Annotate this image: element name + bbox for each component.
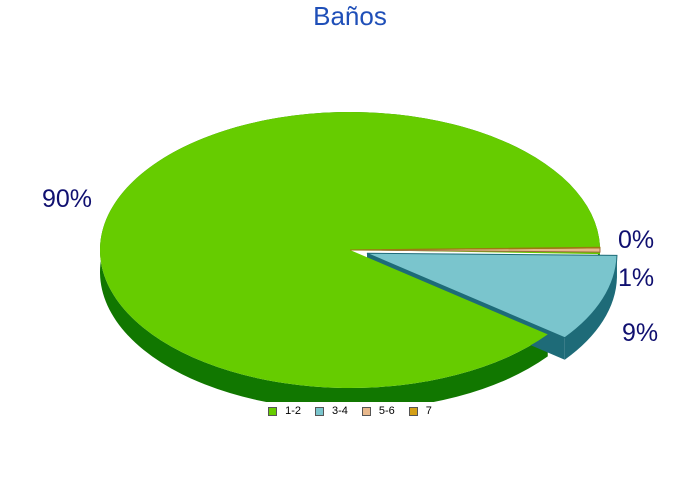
pie-slice-3-4 (366, 252, 618, 339)
legend-item-5-6: 5-6 (361, 405, 395, 417)
chart-legend: 1-2 3-4 5-6 7 (250, 402, 450, 420)
legend-item-3-4: 3-4 (314, 405, 348, 417)
legend-label: 3-4 (331, 405, 348, 417)
chart-title: Baños (313, 1, 387, 31)
legend-item-7: 7 (408, 405, 432, 417)
legend-label: 5-6 (378, 405, 395, 417)
pie-slice-7 (349, 246, 601, 251)
slice-label-5-6: 1% (618, 264, 654, 292)
pie-slice-side-3-4 (564, 255, 617, 360)
slice-label-3-4: 9% (622, 319, 658, 347)
legend-label: 7 (425, 405, 432, 417)
legend-swatch (408, 406, 418, 416)
legend-item-1-2: 1-2 (268, 405, 301, 417)
legend-swatch (314, 406, 324, 416)
slice-label-7: 0% (618, 226, 654, 254)
legend-swatch (361, 406, 371, 416)
slice-label-1-2: 90% (42, 185, 92, 213)
legend-label: 1-2 (285, 405, 301, 417)
legend-swatch (268, 406, 278, 416)
